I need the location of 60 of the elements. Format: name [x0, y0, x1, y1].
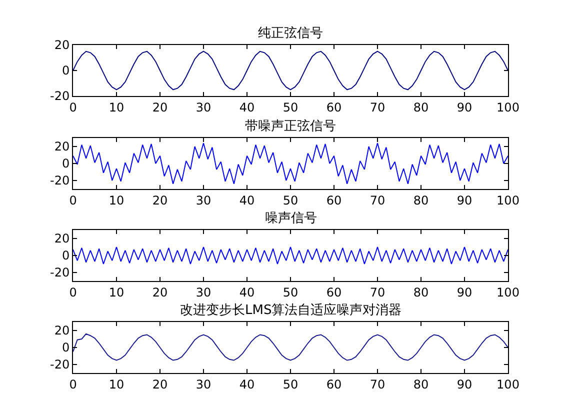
x-tick-label: 90 — [456, 100, 472, 114]
chart-title: 带噪声正弦信号 — [245, 119, 336, 134]
x-tick-label: 10 — [108, 100, 124, 114]
x-tick-label: 70 — [370, 193, 386, 208]
x-tick-label: 60 — [326, 285, 342, 300]
x-tick-label: 30 — [196, 377, 212, 392]
x-tick-label: 40 — [239, 377, 255, 392]
x-tick-label: 10 — [108, 285, 124, 300]
x-tick-label: 100 — [496, 285, 520, 300]
x-tick-label: 50 — [282, 100, 298, 114]
x-tick-label: 70 — [370, 285, 386, 300]
y-tick-label: 0 — [62, 248, 70, 263]
chart-title: 噪声信号 — [265, 211, 317, 226]
y-tick-label: 20 — [54, 232, 70, 246]
x-tick-label: 40 — [239, 285, 255, 300]
y-tick-label: 20 — [54, 38, 70, 52]
y-tick-label: -20 — [50, 358, 70, 372]
x-tick-label: 20 — [152, 377, 168, 392]
x-tick-label: 40 — [239, 193, 255, 208]
x-tick-label: 80 — [413, 285, 429, 300]
x-tick-label: 20 — [152, 100, 168, 114]
x-tick-label: 30 — [196, 193, 212, 208]
x-tick-label: 10 — [108, 377, 124, 392]
x-tick-label: 20 — [152, 285, 168, 300]
y-tick-label: -20 — [50, 89, 70, 104]
y-tick-label: -20 — [50, 266, 70, 280]
line-series — [73, 246, 508, 264]
y-tick-label: 0 — [62, 340, 70, 355]
x-tick-label: 10 — [108, 193, 124, 208]
x-tick-label: 80 — [413, 377, 429, 392]
x-tick-label: 100 — [496, 377, 520, 392]
x-tick-label: 70 — [370, 100, 386, 114]
line-series — [73, 333, 508, 361]
line-series — [73, 142, 508, 184]
x-tick-label: 60 — [326, 100, 342, 114]
x-tick-label: 50 — [282, 285, 298, 300]
y-tick-label: 0 — [62, 156, 70, 171]
line-series — [73, 50, 508, 90]
y-tick-label: 20 — [54, 140, 70, 154]
y-tick-label: -20 — [50, 174, 70, 188]
x-tick-label: 80 — [413, 193, 429, 208]
y-tick-label: 20 — [54, 324, 70, 338]
x-tick-label: 50 — [282, 377, 298, 392]
chart-title: 改进变步长LMS算法自适应噪声对消器 — [180, 302, 402, 318]
x-tick-label: 20 — [152, 193, 168, 208]
x-tick-label: 100 — [496, 100, 520, 114]
x-tick-label: 50 — [282, 193, 298, 208]
x-tick-label: 80 — [413, 100, 429, 114]
chart-title: 纯正弦信号 — [258, 26, 323, 41]
x-tick-label: 90 — [456, 285, 472, 300]
x-tick-label: 60 — [326, 377, 342, 392]
x-tick-label: 90 — [456, 377, 472, 392]
x-tick-label: 40 — [239, 100, 255, 114]
x-tick-label: 30 — [196, 285, 212, 300]
x-tick-label: 30 — [196, 100, 212, 114]
x-tick-label: 90 — [456, 193, 472, 208]
x-tick-label: 100 — [496, 193, 520, 208]
y-tick-label: 0 — [62, 64, 70, 78]
x-tick-label: 60 — [326, 193, 342, 208]
x-tick-label: 70 — [370, 377, 386, 392]
